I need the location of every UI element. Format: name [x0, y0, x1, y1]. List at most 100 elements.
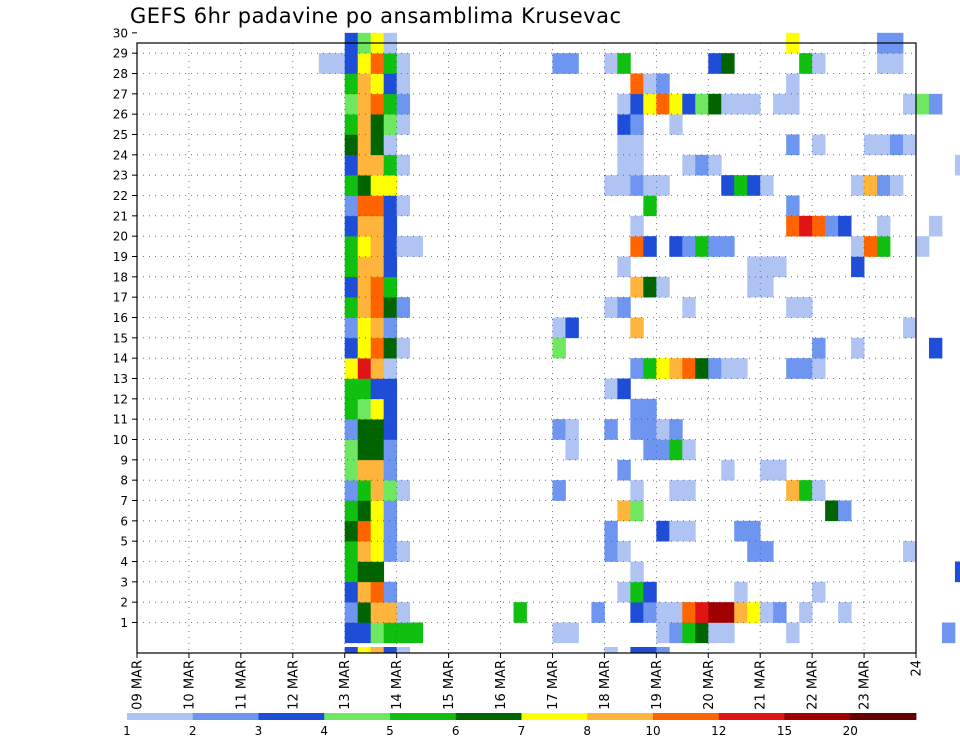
heatmap-cell: [344, 358, 359, 379]
heatmap-cell: [721, 602, 735, 623]
heatmap-cell: [630, 647, 644, 654]
y-tick-label: 11: [113, 413, 128, 427]
heatmap-cell: [812, 134, 826, 156]
heatmap-cell: [851, 236, 865, 257]
heatmap-cell: [760, 276, 774, 298]
heatmap-cell: [656, 602, 670, 623]
x-tick-label: 13 MAR: [338, 660, 353, 710]
heatmap-cell: [370, 154, 385, 176]
heatmap-cell: [357, 53, 372, 74]
y-tick-label: 18: [113, 270, 128, 284]
heatmap-cell: [396, 236, 411, 257]
heatmap-cell: [928, 215, 943, 237]
heatmap-cell: [851, 256, 865, 278]
heatmap-cell: [344, 378, 359, 400]
heatmap-cell: [941, 622, 956, 644]
heatmap-cell: [617, 581, 631, 603]
y-tick-label: 24: [113, 148, 128, 162]
heatmap-cell: [383, 541, 398, 562]
heatmap-cell: [643, 439, 657, 461]
heatmap-cell: [630, 93, 644, 115]
colorbar-label: 15: [777, 724, 792, 738]
heatmap-cell: [344, 276, 359, 298]
x-tick-label: 14 MAR: [390, 660, 405, 710]
cells-layer: [318, 32, 960, 654]
heatmap-cell: [344, 134, 359, 156]
heatmap-cell: [734, 520, 748, 542]
x-tick-label: 10 MAR: [182, 660, 197, 710]
colorbar-swatch: [127, 713, 194, 720]
heatmap-cell: [357, 398, 372, 420]
heatmap-cell: [370, 114, 385, 135]
y-tick-label: 12: [113, 392, 128, 406]
x-tick-label: 15 MAR: [442, 660, 457, 710]
heatmap-cell: [370, 480, 385, 501]
heatmap-cell: [604, 53, 618, 74]
heatmap-cell: [383, 358, 398, 379]
heatmap-cell: [708, 236, 722, 257]
heatmap-cell: [630, 419, 644, 440]
heatmap-cell: [747, 276, 761, 298]
heatmap-cell: [721, 175, 735, 196]
heatmap-cell: [370, 256, 385, 278]
heatmap-cell: [357, 419, 372, 440]
heatmap-cell: [786, 134, 800, 156]
heatmap-cell: [890, 134, 904, 156]
x-tick-label: 16 MAR: [494, 660, 509, 710]
heatmap-cell: [630, 398, 644, 420]
heatmap-cell: [383, 419, 398, 440]
heatmap-cell: [838, 602, 852, 623]
heatmap-cell: [786, 93, 800, 115]
heatmap-cell: [825, 215, 839, 237]
heatmap-cell: [396, 602, 411, 623]
heatmap-cell: [370, 622, 385, 644]
heatmap-cell: [864, 175, 878, 196]
heatmap-cell: [721, 358, 735, 379]
colorbar-swatch: [455, 713, 522, 720]
heatmap-cell: [669, 114, 683, 135]
heatmap-cell: [370, 561, 385, 583]
heatmap-cell: [344, 175, 359, 196]
heatmap-cell: [734, 358, 748, 379]
heatmap-cell: [617, 378, 631, 400]
heatmap-cell: [747, 93, 761, 115]
heatmap-cell: [669, 419, 683, 440]
heatmap-cell: [357, 647, 372, 654]
heatmap-cell: [799, 215, 813, 237]
colorbar-swatch: [784, 713, 851, 720]
heatmap-cell: [552, 317, 566, 339]
heatmap-cell: [344, 154, 359, 176]
heatmap-cell: [344, 561, 359, 583]
heatmap-cell: [357, 195, 372, 217]
heatmap-cell: [396, 73, 411, 95]
heatmap-cell: [630, 480, 644, 501]
heatmap-cell: [838, 215, 852, 237]
heatmap-cell: [370, 134, 385, 156]
heatmap-cell: [370, 520, 385, 542]
heatmap-cell: [383, 215, 398, 237]
heatmap-cell: [344, 256, 359, 278]
x-tick-label: 23 MAR: [858, 660, 873, 710]
heatmap-cell: [669, 236, 683, 257]
heatmap-cell: [383, 459, 398, 481]
heatmap-cell: [799, 297, 813, 318]
colorbar-swatch: [521, 713, 588, 720]
heatmap-cell: [682, 602, 696, 623]
plot-frame: [136, 42, 917, 654]
heatmap-cell: [617, 500, 631, 522]
heatmap-cell: [357, 581, 372, 603]
heatmap-cell: [370, 419, 385, 440]
heatmap-cell: [851, 175, 865, 196]
heatmap-cell: [357, 459, 372, 481]
heatmap-cell: [786, 73, 800, 95]
heatmap-cell: [747, 256, 761, 278]
heatmap-cell: [383, 236, 398, 257]
y-tick-label: 21: [113, 209, 128, 223]
heatmap-cell: [357, 500, 372, 522]
heatmap-cell: [357, 358, 372, 379]
heatmap-cell: [864, 236, 878, 257]
heatmap-cell: [954, 154, 960, 176]
heatmap-cell: [838, 500, 852, 522]
heatmap-cell: [357, 541, 372, 562]
colorbar-label: 20: [843, 724, 858, 738]
